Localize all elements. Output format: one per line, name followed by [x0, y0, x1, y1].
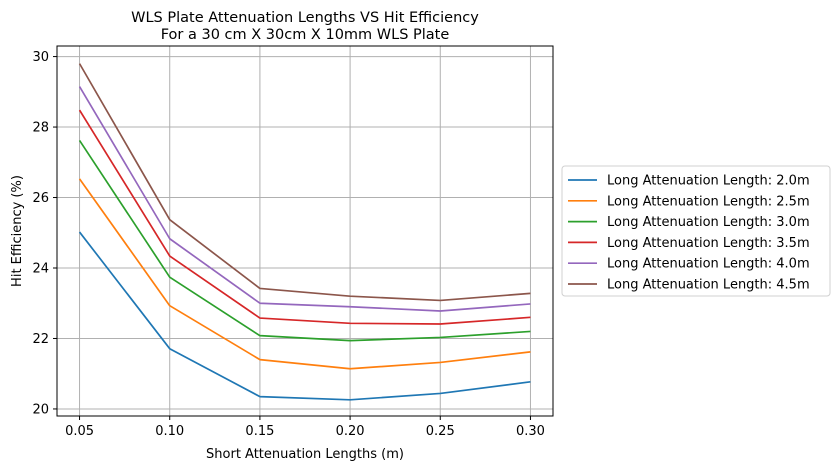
x-tick-label: 0.20	[336, 424, 365, 439]
x-tick-label: 0.10	[155, 424, 184, 439]
y-tick-label: 26	[32, 191, 49, 206]
series-line-1	[78, 231, 531, 401]
plot-frame	[56, 45, 554, 417]
series-line-3	[78, 139, 531, 342]
grid	[57, 46, 553, 416]
legend-label: Long Attenuation Length: 2.0m	[607, 174, 810, 189]
y-axis-label: Hit Efficiency (%)	[10, 175, 25, 287]
y-axis: 20 22 24 26 28 30	[32, 50, 57, 417]
series-line-5	[78, 86, 531, 312]
chart-subtitle: For a 30 cm X 30cm X 10mm WLS Plate	[161, 27, 450, 43]
y-tick-label: 28	[32, 121, 49, 136]
legend-label: Long Attenuation Length: 2.5m	[607, 194, 810, 209]
legend-frame	[561, 165, 831, 297]
legend: Long Attenuation Length: 2.0m Long Attenu…	[561, 165, 831, 297]
legend-label: Long Attenuation Length: 4.0m	[607, 257, 810, 272]
x-tick-label: 0.30	[516, 424, 545, 439]
series-line-4	[78, 109, 531, 325]
y-tick-label: 20	[32, 402, 49, 417]
legend-label: Long Attenuation Length: 3.0m	[607, 215, 810, 230]
series-lines	[78, 63, 531, 401]
legend-label: Long Attenuation Length: 3.5m	[607, 236, 810, 251]
x-tick-label: 0.15	[245, 424, 274, 439]
x-tick-label: 0.05	[65, 424, 94, 439]
y-tick-label: 30	[32, 50, 49, 65]
chart-title: WLS Plate Attenuation Lengths VS Hit Eff…	[131, 10, 479, 26]
x-axis: 0.05 0.10 0.15 0.20 0.25 0.30	[65, 416, 545, 439]
y-tick-label: 22	[32, 332, 49, 347]
y-tick-label: 24	[32, 262, 49, 277]
x-tick-label: 0.25	[426, 424, 455, 439]
legend-label: Long Attenuation Length: 4.5m	[607, 278, 810, 293]
series-line-2	[78, 178, 531, 370]
series-line-6	[78, 63, 531, 302]
x-axis-label: Short Attenuation Lengths (m)	[206, 447, 404, 462]
